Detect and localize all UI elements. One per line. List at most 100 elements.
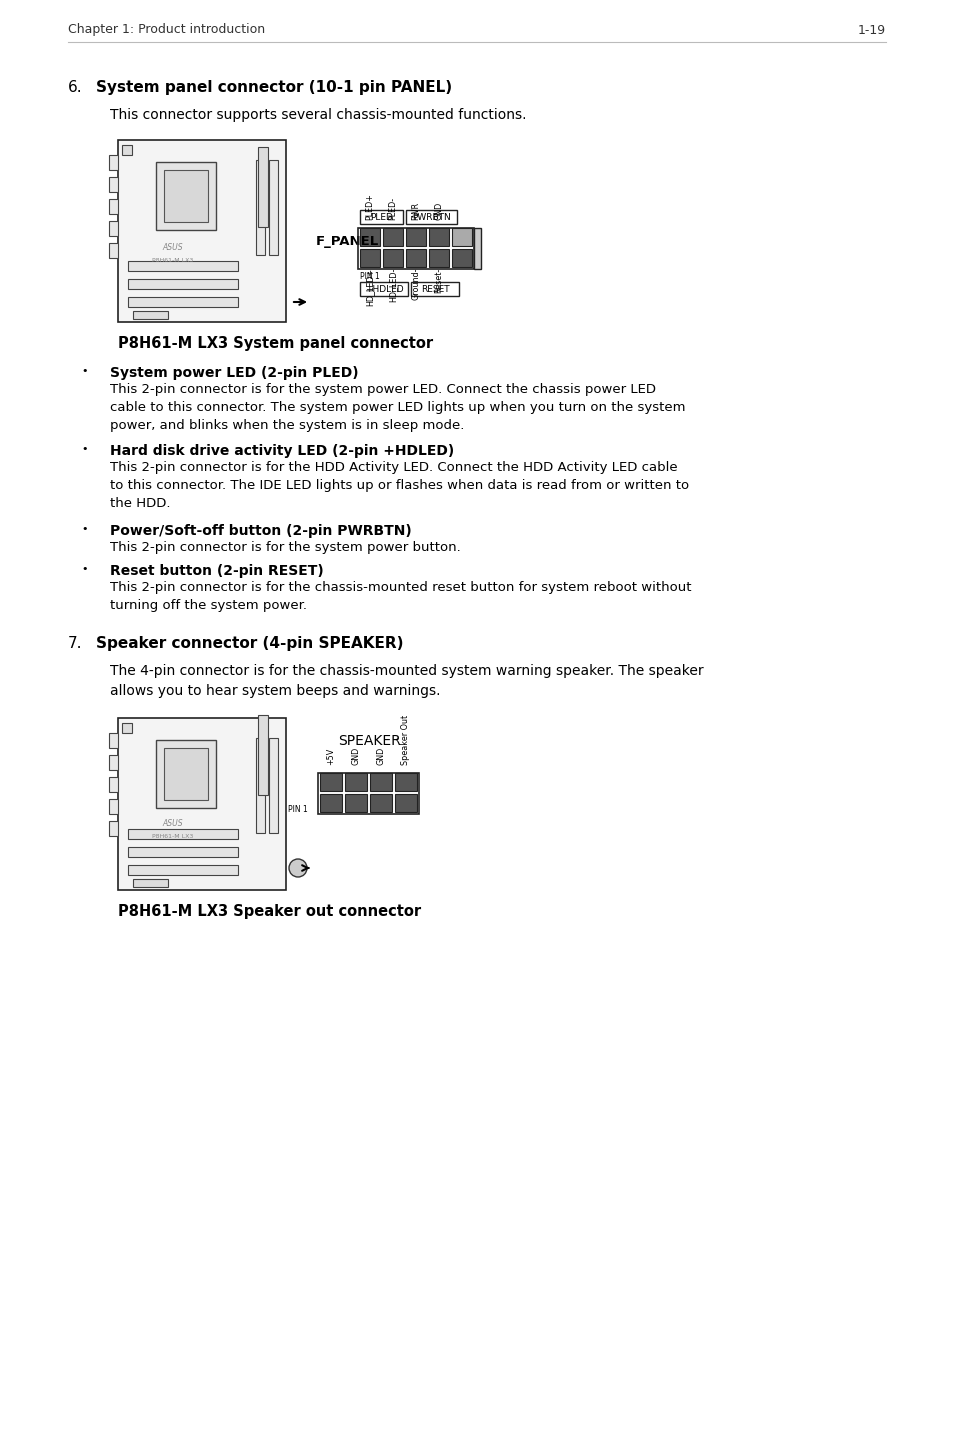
Text: •: •: [82, 444, 89, 454]
Bar: [164, 748, 208, 800]
Bar: [128, 279, 237, 289]
Text: Power/Soft-off button (2-pin PWRBTN): Power/Soft-off button (2-pin PWRBTN): [110, 523, 412, 538]
Text: •: •: [82, 523, 89, 533]
Text: 7.: 7.: [68, 636, 82, 651]
Bar: [257, 715, 268, 795]
Text: This 2-pin connector is for the system power button.: This 2-pin connector is for the system p…: [110, 541, 460, 554]
Text: Speaker Out: Speaker Out: [401, 715, 410, 765]
Text: P8H61-M LX3 Speaker out connector: P8H61-M LX3 Speaker out connector: [118, 905, 420, 919]
Text: ASUS: ASUS: [163, 820, 183, 828]
Bar: [395, 794, 416, 812]
Bar: [122, 145, 132, 155]
Bar: [109, 243, 118, 257]
Text: PWRBTN: PWRBTN: [412, 213, 451, 221]
Text: PLED: PLED: [370, 213, 393, 221]
Text: •: •: [82, 367, 89, 375]
Text: Chapter 1: Product introduction: Chapter 1: Product introduction: [68, 23, 265, 36]
Text: PIN 1: PIN 1: [359, 272, 379, 280]
Bar: [122, 723, 132, 733]
Bar: [128, 828, 237, 838]
Text: SPEAKER: SPEAKER: [338, 733, 401, 748]
Bar: [109, 755, 118, 769]
Text: The 4-pin connector is for the chassis-mounted system warning speaker. The speak: The 4-pin connector is for the chassis-m…: [110, 664, 703, 697]
Text: Ground-: Ground-: [411, 267, 420, 301]
Text: P8H61-M LX3: P8H61-M LX3: [152, 257, 193, 263]
Bar: [359, 210, 402, 224]
Bar: [118, 139, 286, 322]
Bar: [109, 177, 118, 193]
Bar: [357, 229, 474, 269]
Bar: [452, 229, 472, 246]
Bar: [269, 160, 277, 255]
Bar: [255, 160, 265, 255]
Circle shape: [289, 858, 307, 877]
Text: This 2-pin connector is for the system power LED. Connect the chassis power LED
: This 2-pin connector is for the system p…: [110, 383, 685, 431]
Bar: [359, 282, 408, 296]
Text: F_PANEL: F_PANEL: [315, 234, 379, 247]
Text: PWR: PWR: [411, 201, 420, 220]
Text: Reset button (2-pin RESET): Reset button (2-pin RESET): [110, 564, 323, 578]
Bar: [118, 718, 286, 890]
Bar: [109, 733, 118, 748]
Text: GND: GND: [351, 746, 360, 765]
Bar: [395, 774, 416, 791]
Text: ASUS: ASUS: [163, 243, 183, 252]
Bar: [406, 229, 426, 246]
Text: +HDLED: +HDLED: [364, 285, 403, 293]
Bar: [474, 229, 480, 269]
Bar: [429, 229, 449, 246]
Text: •: •: [82, 564, 89, 574]
Bar: [359, 229, 379, 246]
Bar: [109, 821, 118, 835]
Text: PLED+: PLED+: [365, 193, 375, 220]
Text: System power LED (2-pin PLED): System power LED (2-pin PLED): [110, 367, 358, 380]
Bar: [370, 794, 392, 812]
Bar: [156, 741, 215, 808]
Text: PIN 1: PIN 1: [288, 805, 308, 814]
Text: PLED-: PLED-: [388, 197, 397, 220]
Text: This 2-pin connector is for the chassis-mounted reset button for system reboot w: This 2-pin connector is for the chassis-…: [110, 581, 691, 613]
Bar: [345, 794, 367, 812]
Bar: [406, 249, 426, 267]
Bar: [255, 738, 265, 833]
Text: Hard disk drive activity LED (2-pin +HDLED): Hard disk drive activity LED (2-pin +HDL…: [110, 444, 454, 457]
Bar: [319, 794, 341, 812]
Bar: [411, 282, 458, 296]
Text: This 2-pin connector is for the HDD Activity LED. Connect the HDD Activity LED c: This 2-pin connector is for the HDD Acti…: [110, 462, 688, 510]
Bar: [109, 155, 118, 170]
Bar: [359, 249, 379, 267]
Bar: [132, 311, 168, 319]
Bar: [406, 210, 456, 224]
Text: 1-19: 1-19: [857, 23, 885, 36]
Bar: [109, 777, 118, 792]
Bar: [345, 774, 367, 791]
Bar: [257, 147, 268, 227]
Bar: [317, 774, 418, 814]
Text: GND: GND: [434, 201, 443, 220]
Bar: [269, 738, 277, 833]
Bar: [109, 800, 118, 814]
Bar: [128, 866, 237, 874]
Text: This connector supports several chassis-mounted functions.: This connector supports several chassis-…: [110, 108, 526, 122]
Text: System panel connector (10-1 pin PANEL): System panel connector (10-1 pin PANEL): [96, 81, 452, 95]
Bar: [319, 774, 341, 791]
Bar: [370, 774, 392, 791]
Bar: [128, 262, 237, 270]
Bar: [128, 847, 237, 857]
Text: HD_LED+: HD_LED+: [365, 267, 375, 306]
Bar: [452, 249, 472, 267]
Text: GND: GND: [376, 746, 385, 765]
Text: HD_LED-: HD_LED-: [388, 267, 397, 302]
Bar: [164, 170, 208, 221]
Bar: [132, 879, 168, 887]
Bar: [109, 221, 118, 236]
Bar: [382, 229, 402, 246]
Bar: [128, 298, 237, 306]
Bar: [382, 249, 402, 267]
Text: Reset-: Reset-: [434, 267, 443, 293]
Bar: [156, 162, 215, 230]
Text: Speaker connector (4-pin SPEAKER): Speaker connector (4-pin SPEAKER): [96, 636, 403, 651]
Text: 6.: 6.: [68, 81, 83, 95]
Text: P8H61-M LX3: P8H61-M LX3: [152, 834, 193, 838]
Bar: [109, 198, 118, 214]
